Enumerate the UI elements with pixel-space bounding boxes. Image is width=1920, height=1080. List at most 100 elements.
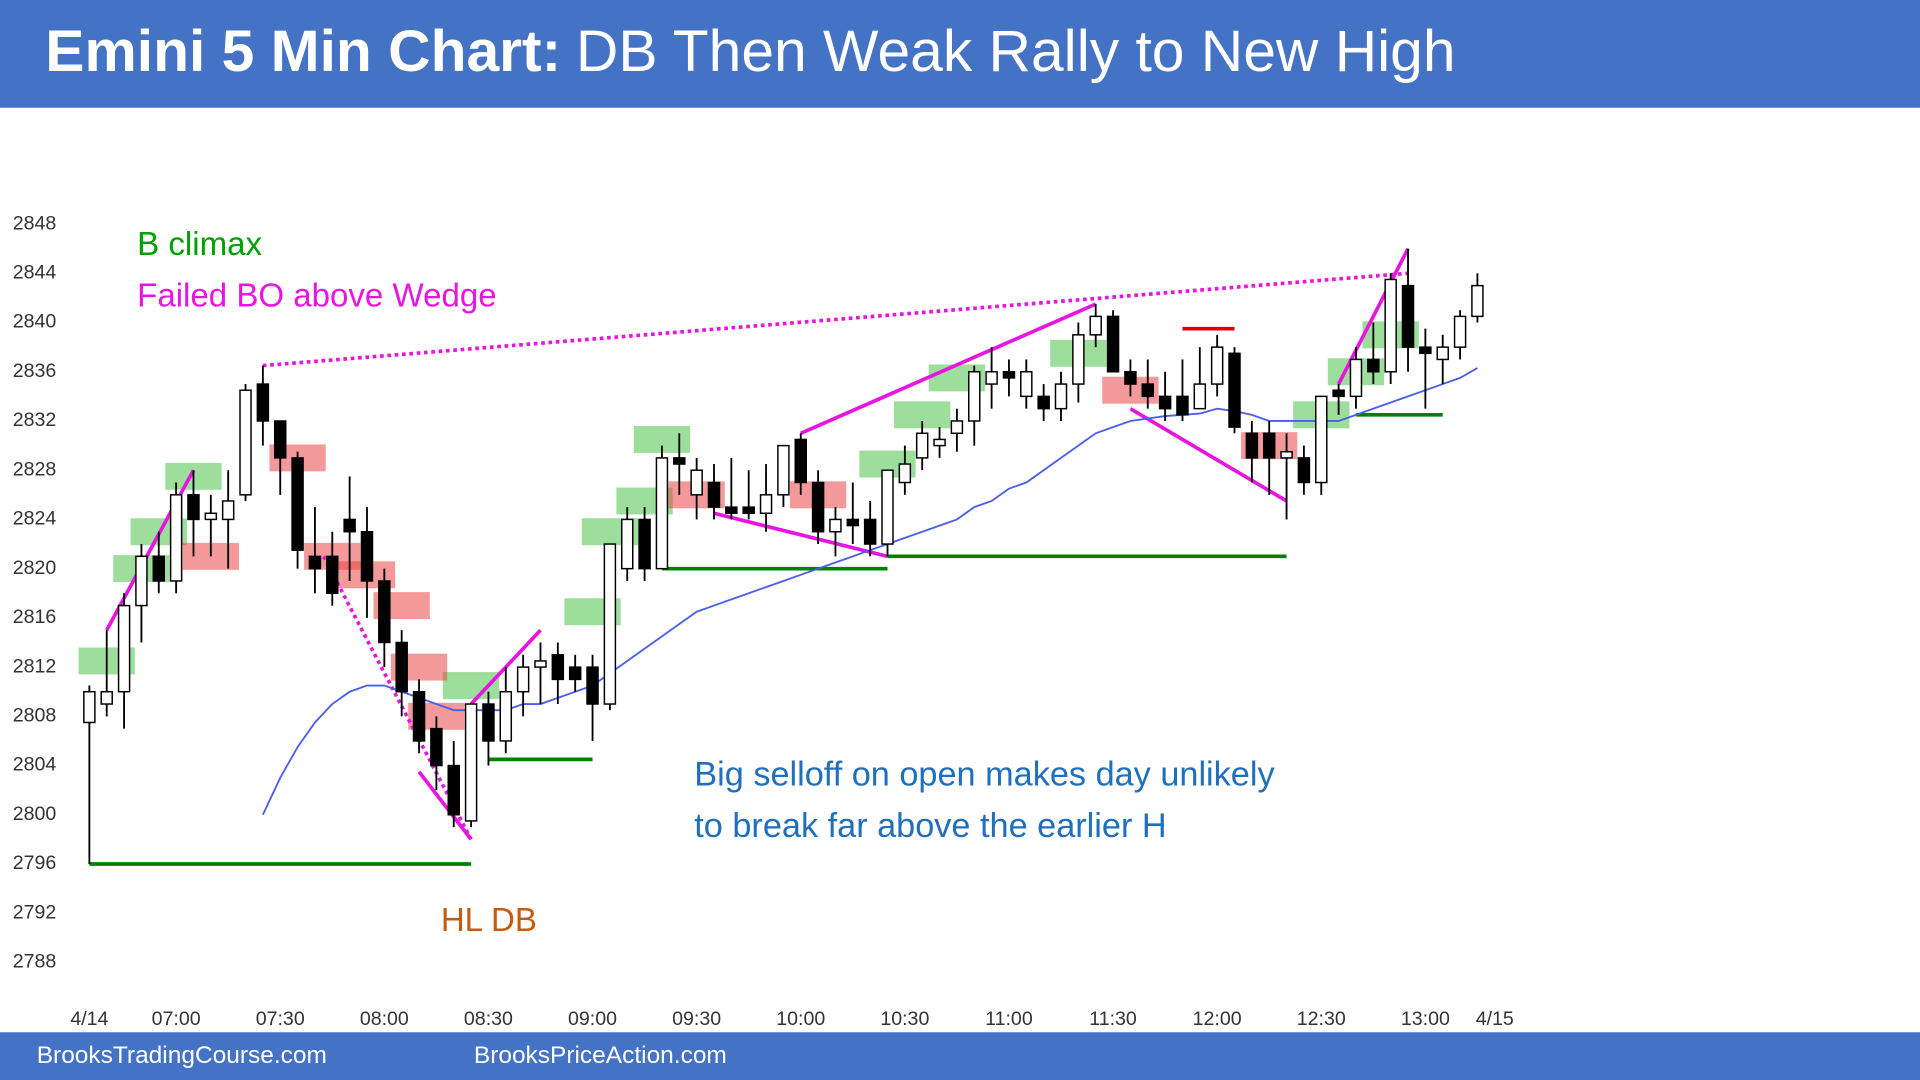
candle-body (1471, 284, 1484, 318)
candle-body (1193, 383, 1207, 410)
candle-body (360, 531, 374, 582)
candle-body (1436, 346, 1449, 361)
candle-body (915, 432, 929, 459)
y-tick-label: 2836 (13, 360, 57, 382)
y-tick-label: 2828 (13, 458, 57, 480)
candle-body (707, 481, 721, 508)
candle-body (447, 764, 460, 816)
candle-body (551, 654, 565, 681)
candle-body (135, 555, 148, 607)
candle-body (881, 469, 894, 545)
candle-body (239, 389, 252, 496)
candle-body (725, 506, 738, 515)
y-tick-label: 2800 (13, 803, 57, 825)
candle-body (985, 371, 998, 385)
x-tick-label: 4/15 (1476, 1008, 1514, 1030)
candle-body (933, 438, 946, 447)
candle-body (1072, 334, 1085, 385)
annotation: Big selloff on open makes day unlikely (694, 755, 1275, 793)
x-tick-label: 4/14 (70, 1008, 108, 1030)
footer-band (0, 1032, 1920, 1080)
candle-body (83, 690, 96, 724)
x-tick-label: 10:00 (776, 1008, 825, 1030)
y-tick-label: 2848 (13, 212, 57, 234)
candle-body (464, 703, 478, 822)
candle-body (673, 457, 686, 465)
candle-body (1280, 451, 1293, 459)
annotation: HL DB (441, 902, 537, 939)
trend-line (800, 302, 1097, 435)
plot-area: 2788 2792 2796 2800 2804 2808 2812 2816 2820 2824… (13, 212, 1514, 1030)
y-tick-label: 2824 (13, 508, 57, 530)
y-tick-label: 2832 (13, 409, 57, 431)
candle-body (777, 444, 790, 496)
candle-body (534, 660, 547, 668)
candle-body (742, 506, 755, 515)
candle-body (968, 371, 981, 422)
candle-body (638, 518, 651, 570)
candle-body (412, 690, 426, 742)
candle-body (291, 457, 304, 551)
x-tick-label: 11:30 (1089, 1008, 1137, 1030)
x-tick-label: 09:00 (568, 1008, 617, 1030)
candle-body (759, 494, 773, 515)
candle-body (863, 518, 877, 545)
candle-body (829, 518, 842, 533)
candle-body (898, 463, 912, 484)
annotation: to break far above the earlier H (694, 807, 1166, 845)
candle-body (1401, 284, 1415, 348)
candle-body (1245, 432, 1259, 459)
candle-body (204, 512, 218, 521)
candle-body (256, 383, 270, 422)
candle-body (273, 420, 287, 459)
candle-body (1228, 352, 1241, 428)
candle-body (117, 604, 131, 693)
candle-body (169, 494, 183, 582)
trend-line (321, 555, 473, 841)
trend-line (262, 271, 1409, 368)
candle-body (221, 500, 235, 521)
chart-title: Emini 5 Min Chart: DB Then Weak Rally to … (45, 19, 1455, 84)
x-tick-label: 07:00 (152, 1008, 201, 1030)
candle-body (1210, 346, 1224, 385)
candle-body (326, 555, 339, 595)
candle-body (1037, 395, 1050, 410)
candle-body (187, 494, 200, 521)
candle-body (586, 666, 599, 705)
candle-body (1349, 358, 1363, 398)
y-tick-label: 2788 (13, 951, 57, 973)
y-tick-label: 2812 (13, 655, 57, 677)
x-tick-label: 07:30 (256, 1008, 305, 1030)
candle-body (1002, 371, 1016, 379)
annotation: B climax (137, 226, 262, 263)
x-tick-label: 08:30 (464, 1008, 513, 1030)
candle-body (100, 690, 113, 705)
x-tick-label: 09:30 (672, 1008, 721, 1030)
candle-body (1384, 278, 1397, 373)
x-tick-label: 12:00 (1193, 1008, 1242, 1030)
candle-body (499, 690, 513, 742)
footer-text: BrooksPriceAction.com (474, 1042, 727, 1069)
candle-body (1106, 315, 1120, 373)
candle-body (950, 420, 964, 435)
candle-body (655, 457, 669, 570)
candle-body (516, 666, 530, 693)
candle-body (846, 518, 860, 527)
footer-text: BrooksTradingCourse.com (37, 1042, 327, 1069)
y-tick-label: 2844 (13, 261, 57, 283)
x-tick-label: 13:00 (1401, 1008, 1450, 1030)
y-tick-label: 2804 (13, 754, 57, 776)
candle-body (308, 555, 322, 570)
candle-body (1054, 383, 1068, 410)
y-tick-label: 2808 (13, 704, 57, 726)
x-tick-label: 12:30 (1297, 1008, 1346, 1030)
subtitle: DB Then Weak Rally to New High (576, 19, 1456, 84)
x-tick-label: 08:00 (360, 1008, 409, 1030)
trend-line (713, 511, 888, 559)
candle-body (690, 469, 703, 496)
candle-body (1453, 315, 1467, 348)
candle-body (1124, 371, 1137, 385)
candle-body (1315, 395, 1328, 484)
trend-line (1129, 407, 1288, 503)
y-tick-label: 2820 (13, 557, 57, 579)
